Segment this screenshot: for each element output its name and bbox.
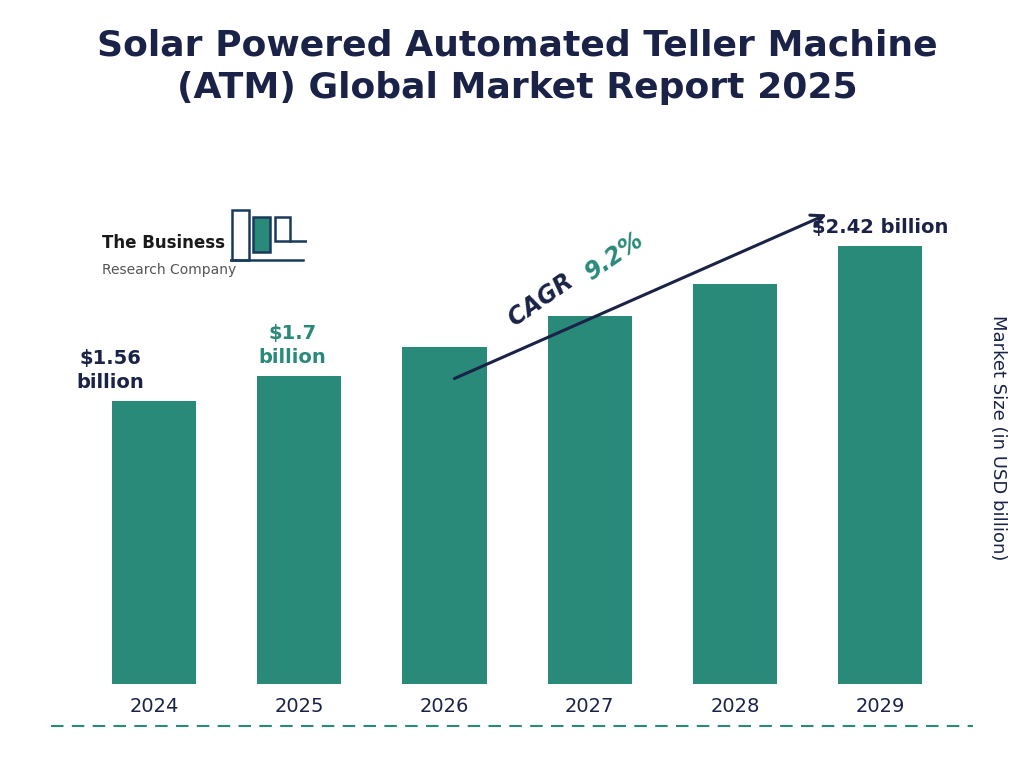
Title: Solar Powered Automated Teller Machine
(ATM) Global Market Report 2025: Solar Powered Automated Teller Machine (… bbox=[97, 28, 937, 105]
Bar bbox=[548, 316, 632, 684]
Bar bbox=[402, 347, 486, 684]
Text: CAGR: CAGR bbox=[505, 265, 585, 331]
Text: Research Company: Research Company bbox=[102, 263, 237, 277]
Bar bbox=[113, 402, 197, 684]
Text: 9.2%: 9.2% bbox=[580, 227, 647, 285]
Bar bbox=[257, 376, 341, 684]
Bar bbox=[231, 210, 249, 260]
Bar bbox=[838, 246, 922, 684]
Bar bbox=[254, 217, 270, 252]
Text: The Business: The Business bbox=[102, 234, 225, 252]
Text: $2.42 billion: $2.42 billion bbox=[812, 218, 948, 237]
Bar bbox=[274, 217, 291, 241]
Text: Market Size (in USD billion): Market Size (in USD billion) bbox=[989, 315, 1008, 561]
Text: $1.56
billion: $1.56 billion bbox=[77, 349, 144, 392]
Bar bbox=[693, 284, 777, 684]
Text: $1.7
billion: $1.7 billion bbox=[258, 324, 326, 367]
